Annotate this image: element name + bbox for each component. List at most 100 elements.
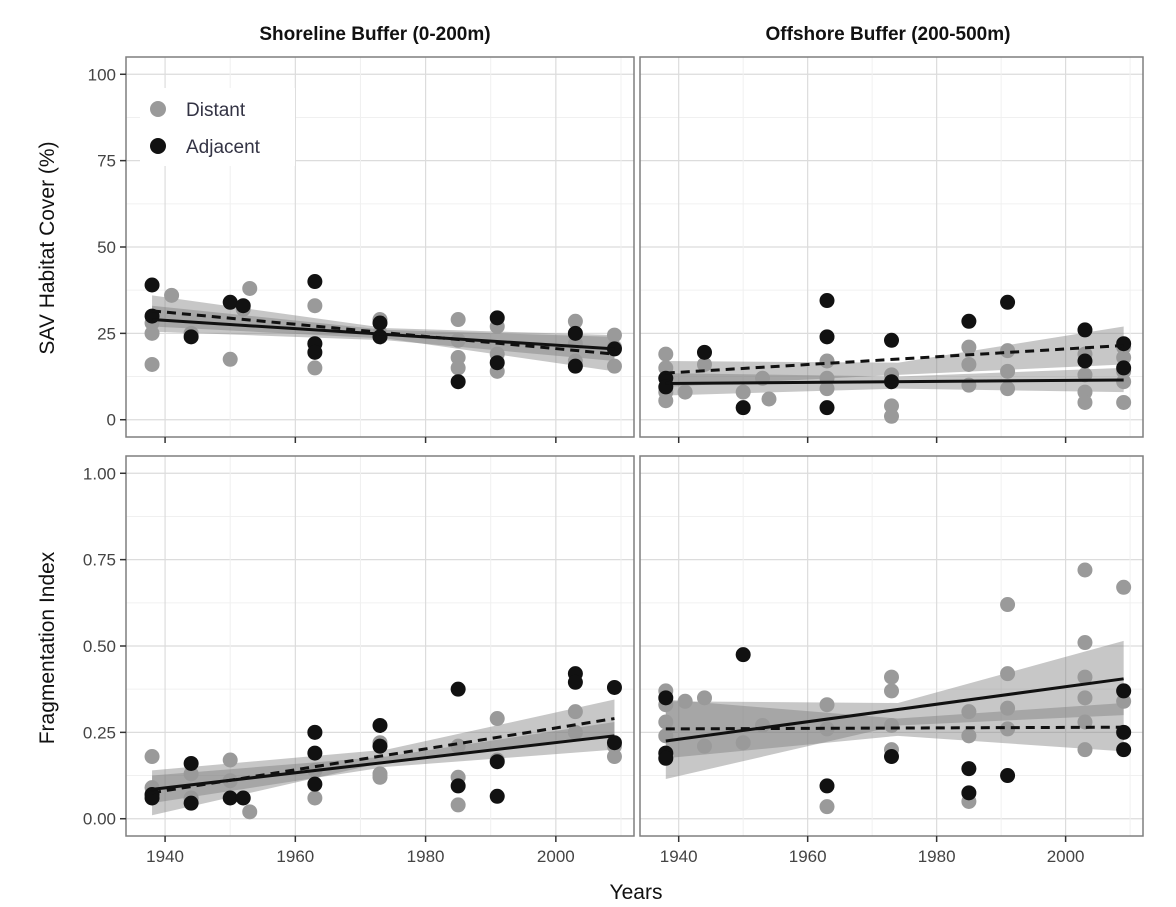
data-point-distant — [884, 408, 899, 424]
data-point-distant — [1077, 714, 1093, 730]
data-point-adjacent — [961, 313, 977, 329]
data-point-distant — [1077, 690, 1093, 706]
data-point-distant — [222, 752, 238, 768]
data-point-adjacent — [450, 681, 466, 697]
y-tick-label: 0.75 — [83, 551, 116, 570]
data-point-adjacent — [658, 750, 674, 766]
data-point-adjacent — [961, 785, 977, 801]
x-tick-label: 1960 — [276, 847, 314, 866]
data-point-distant — [1116, 374, 1132, 390]
data-point-distant — [222, 351, 238, 367]
data-point-distant — [1000, 721, 1016, 737]
data-point-distant — [1000, 597, 1016, 613]
x-tick-label: 1940 — [146, 847, 184, 866]
data-point-adjacent — [567, 325, 583, 341]
data-point-adjacent — [307, 274, 323, 290]
data-point-adjacent — [606, 679, 622, 695]
data-point-adjacent — [819, 293, 835, 309]
data-point-distant — [307, 790, 323, 806]
data-point-adjacent — [658, 690, 674, 706]
data-point-distant — [1077, 384, 1093, 400]
data-point-distant — [144, 325, 160, 341]
y-tick-label: 100 — [88, 65, 116, 84]
trend-line-adjacent — [151, 734, 615, 791]
legend-marker-distant — [150, 101, 166, 117]
panel-frag-shoreline: 0.00 0.25 0.50 0.75 1.00 1940 1960 1980 2000 — [83, 455, 635, 866]
data-point-distant — [761, 391, 777, 407]
data-point-adjacent — [450, 778, 466, 794]
data-point-distant — [696, 738, 712, 754]
y-tick-label: 25 — [97, 324, 116, 343]
data-point-distant — [567, 704, 583, 720]
data-point-distant — [735, 384, 751, 400]
trend-line-adjacent — [665, 677, 1124, 743]
data-point-distant — [1000, 381, 1016, 397]
data-point-distant — [1077, 562, 1093, 578]
data-point-distant — [1077, 367, 1093, 383]
data-point-distant — [677, 693, 693, 709]
trend-line-adjacent — [665, 378, 1124, 385]
data-point-distant — [307, 360, 323, 376]
y-tick-label: 75 — [97, 152, 116, 171]
data-point-distant — [961, 704, 977, 720]
data-point-distant — [606, 327, 622, 343]
data-point-adjacent — [884, 749, 899, 765]
data-point-adjacent — [819, 400, 835, 416]
data-point-adjacent — [1000, 768, 1016, 784]
panel-cover-offshore — [639, 56, 1144, 443]
data-point-adjacent — [222, 294, 238, 310]
legend: Distant Adjacent — [150, 100, 261, 158]
panel-cover-shoreline: 0 25 50 75 100 — [88, 56, 635, 443]
data-point-adjacent — [307, 745, 323, 761]
data-point-distant — [755, 717, 771, 733]
data-point-adjacent — [235, 790, 251, 806]
data-point-distant — [144, 356, 160, 372]
y-tick-label: 1.00 — [83, 464, 116, 483]
data-point-distant — [1077, 394, 1093, 410]
data-point-distant — [1077, 742, 1093, 758]
data-point-distant — [1116, 350, 1132, 366]
x-tick-label: 2000 — [1047, 847, 1085, 866]
y-tick-label: 50 — [97, 238, 116, 257]
data-point-distant — [1000, 363, 1016, 379]
data-point-adjacent — [884, 332, 899, 348]
data-point-adjacent — [307, 724, 323, 740]
data-point-distant — [658, 393, 674, 409]
legend-label-distant: Distant — [186, 100, 246, 121]
data-point-distant — [696, 356, 712, 372]
data-point-distant — [242, 804, 258, 820]
data-point-adjacent — [1116, 742, 1132, 758]
data-point-adjacent — [1000, 294, 1016, 310]
data-point-distant — [884, 717, 899, 733]
data-point-adjacent — [735, 400, 751, 416]
data-point-adjacent — [372, 315, 388, 331]
data-point-distant — [1077, 635, 1093, 651]
data-point-adjacent — [372, 717, 388, 733]
x-tick-label: 2000 — [537, 847, 575, 866]
data-point-distant — [307, 298, 323, 314]
data-point-distant — [144, 749, 160, 765]
data-point-adjacent — [735, 647, 751, 663]
facet-title-shoreline: Shoreline Buffer (0-200m) — [259, 24, 490, 45]
confidence-band-distant — [665, 326, 1124, 387]
trend-line-distant — [665, 343, 1124, 375]
facet-title-offshore: Offshore Buffer (200-500m) — [766, 24, 1011, 45]
data-point-distant — [450, 797, 466, 813]
data-point-distant — [819, 799, 835, 815]
data-point-adjacent — [489, 355, 505, 371]
data-point-distant — [450, 738, 466, 754]
x-tick-label: 1980 — [407, 847, 445, 866]
data-point-adjacent — [606, 735, 622, 751]
data-point-distant — [884, 669, 899, 685]
legend-label-adjacent: Adjacent — [186, 137, 261, 158]
data-point-distant — [242, 280, 258, 296]
data-point-distant — [696, 690, 712, 706]
y-axis-title-bottom: Fragmentation Index — [36, 551, 59, 744]
data-point-distant — [819, 353, 835, 369]
data-point-distant — [1000, 700, 1016, 716]
trend-line-distant — [151, 309, 615, 356]
data-point-distant — [164, 287, 180, 303]
data-point-distant — [567, 313, 583, 329]
